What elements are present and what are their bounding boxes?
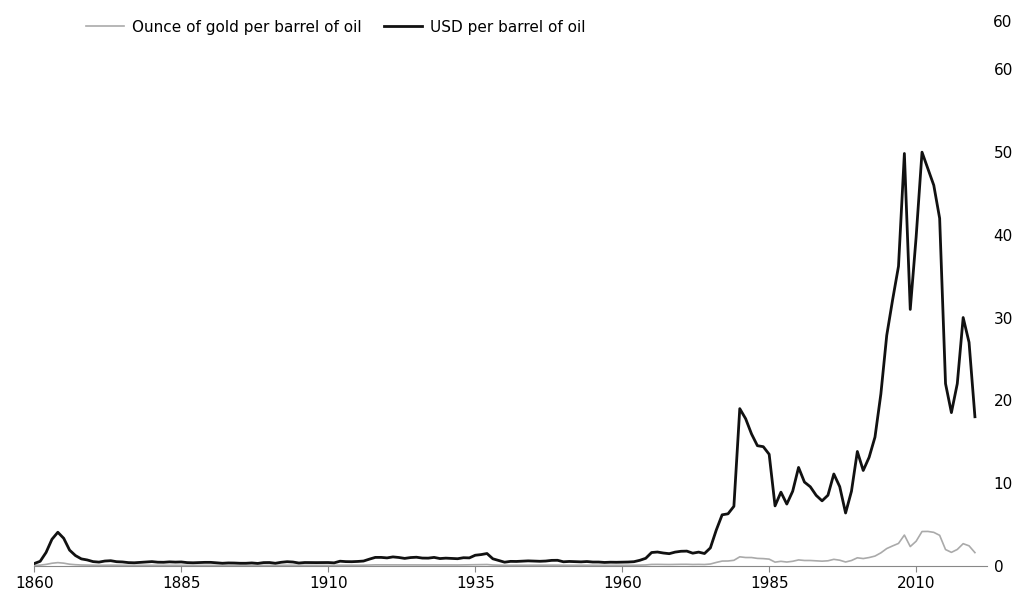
USD per barrel of oil (287, 558, 299, 565)
Ounce of gold per barrel of oil (345, 562, 358, 569)
USD per barrel of oil (810, 491, 822, 499)
Line: USD per barrel of oil: USD per barrel of oil (34, 152, 975, 564)
Ounce of gold per barrel of oil (293, 562, 305, 569)
Ounce of gold per barrel of oil (933, 531, 946, 539)
Ounce of gold per barrel of oil (968, 549, 981, 556)
USD per barrel of oil (375, 554, 388, 561)
Ounce of gold per barrel of oil (922, 528, 934, 535)
USD per barrel of oil (968, 413, 981, 421)
Ounce of gold per barrel of oil (380, 561, 393, 568)
Ounce of gold per barrel of oil (816, 558, 829, 565)
USD per barrel of oil (339, 558, 352, 565)
Ounce of gold per barrel of oil (252, 562, 264, 569)
USD per barrel of oil (28, 560, 40, 567)
USD per barrel of oil (916, 148, 928, 156)
USD per barrel of oil (927, 182, 940, 189)
Ounce of gold per barrel of oil (28, 562, 40, 569)
Line: Ounce of gold per barrel of oil: Ounce of gold per barrel of oil (34, 531, 975, 565)
Ounce of gold per barrel of oil (862, 554, 875, 561)
USD per barrel of oil (857, 467, 870, 474)
Legend: Ounce of gold per barrel of oil, USD per barrel of oil: Ounce of gold per barrel of oil, USD per… (79, 14, 591, 41)
Text: 60: 60 (993, 15, 1013, 30)
